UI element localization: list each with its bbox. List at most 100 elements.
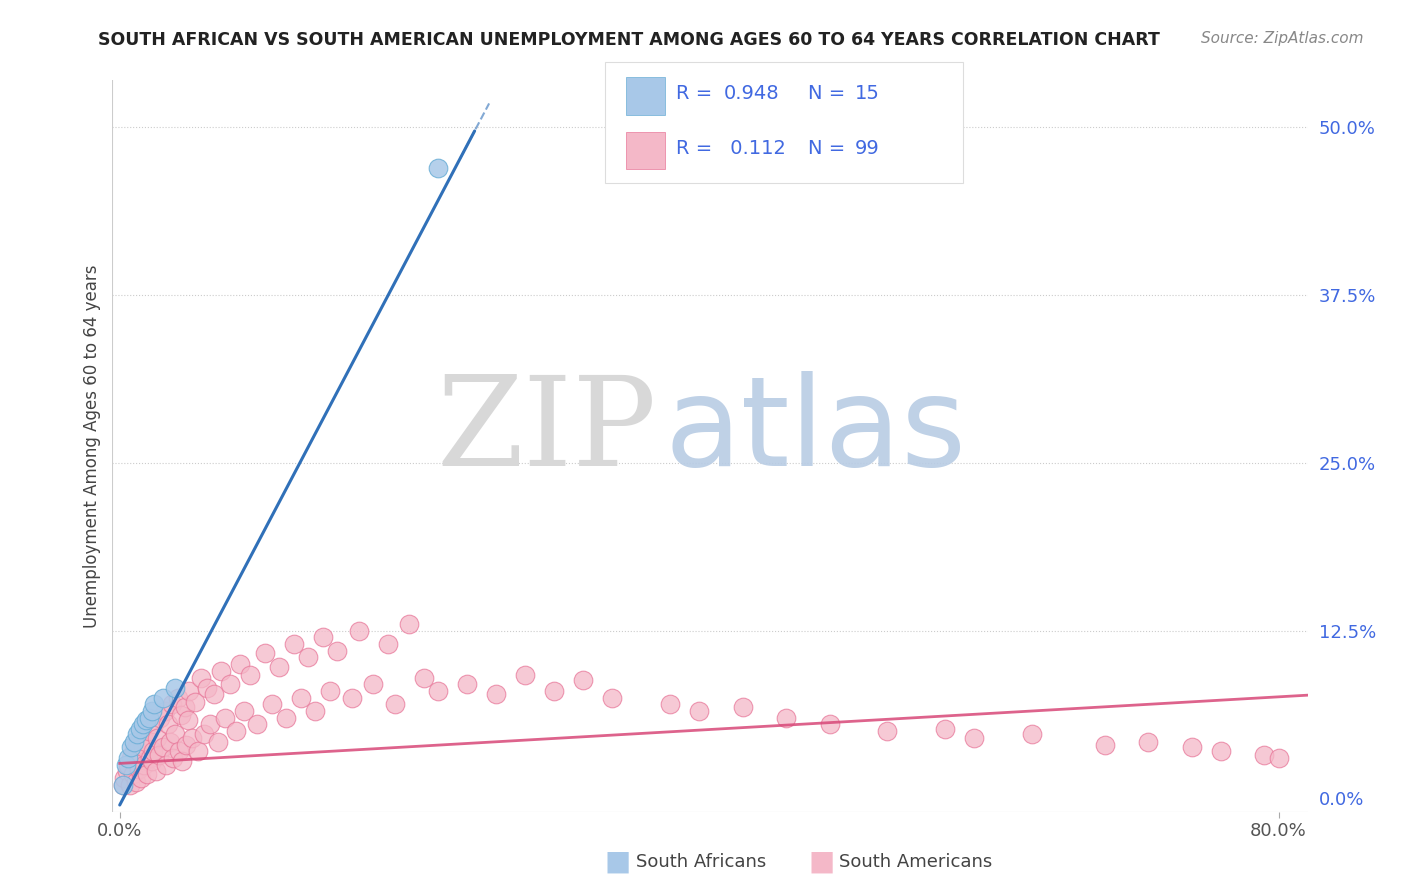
Point: [198, 717, 221, 731]
Point: [398, 616, 420, 631]
Point: [1137, 735, 1160, 749]
Point: [159, 735, 181, 749]
Point: [340, 690, 363, 705]
Point: [260, 698, 283, 712]
Point: [1181, 740, 1204, 755]
Point: [135, 735, 157, 749]
Point: [139, 751, 162, 765]
Text: ■: ■: [605, 847, 631, 876]
Point: [1209, 744, 1232, 758]
Point: [163, 727, 186, 741]
Text: R =: R =: [676, 139, 718, 158]
Point: [111, 778, 134, 792]
Point: [283, 637, 305, 651]
Point: [775, 711, 797, 725]
Point: [160, 698, 183, 712]
Point: [167, 744, 190, 758]
Point: [141, 704, 163, 718]
Point: [118, 778, 141, 792]
Point: [225, 724, 247, 739]
Point: [214, 711, 236, 725]
Point: [384, 698, 406, 712]
Text: 15: 15: [855, 84, 880, 103]
Point: [156, 717, 179, 731]
Point: [129, 731, 152, 745]
Point: [1094, 738, 1116, 752]
Y-axis label: Unemployment Among Ages 60 to 64 years: Unemployment Among Ages 60 to 64 years: [83, 264, 101, 628]
Point: [112, 771, 135, 785]
Point: [184, 695, 207, 709]
Point: [304, 704, 326, 718]
Point: [148, 748, 170, 763]
Text: atlas: atlas: [665, 371, 967, 491]
Point: [229, 657, 252, 671]
Point: [117, 757, 139, 772]
Point: [326, 643, 349, 657]
Point: [120, 751, 142, 765]
Point: [290, 690, 312, 705]
Point: [132, 717, 155, 731]
Point: [659, 698, 682, 712]
Point: [427, 684, 450, 698]
Point: [218, 677, 240, 691]
Point: [152, 690, 174, 705]
Point: [120, 740, 142, 755]
Point: [377, 637, 399, 651]
Point: [1267, 751, 1289, 765]
Point: [1253, 748, 1275, 763]
Point: [174, 700, 197, 714]
Point: [209, 664, 232, 678]
Point: [170, 754, 193, 768]
Point: [181, 731, 204, 745]
Point: [127, 738, 149, 752]
Point: [193, 727, 215, 741]
Point: [122, 735, 145, 749]
Point: [876, 724, 898, 739]
Point: [163, 681, 186, 696]
Point: [190, 671, 212, 685]
Point: [485, 687, 508, 701]
Point: [543, 684, 565, 698]
Point: [117, 751, 139, 765]
Point: [347, 624, 370, 638]
Point: [141, 754, 163, 768]
Text: ZIP: ZIP: [436, 371, 657, 491]
Point: [114, 757, 136, 772]
Point: [1021, 727, 1043, 741]
Point: [131, 771, 153, 785]
Point: [111, 778, 134, 792]
Point: [267, 660, 290, 674]
Point: [121, 767, 143, 781]
Point: [155, 757, 177, 772]
Point: [153, 704, 176, 718]
Point: [179, 684, 201, 698]
Point: [122, 744, 145, 758]
Text: SOUTH AFRICAN VS SOUTH AMERICAN UNEMPLOYMENT AMONG AGES 60 TO 64 YEARS CORRELATI: SOUTH AFRICAN VS SOUTH AMERICAN UNEMPLOY…: [98, 31, 1160, 49]
Point: [413, 671, 436, 685]
Point: [688, 704, 710, 718]
Point: [145, 764, 167, 779]
Text: N =: N =: [808, 84, 852, 103]
Point: [934, 722, 956, 736]
Text: N =: N =: [808, 139, 852, 158]
Point: [456, 677, 478, 691]
Point: [818, 717, 841, 731]
Point: [124, 775, 146, 789]
Point: [202, 687, 225, 701]
Point: [276, 711, 298, 725]
Point: [319, 684, 342, 698]
Point: [515, 668, 537, 682]
Point: [166, 690, 188, 705]
Point: [136, 767, 159, 781]
Point: [239, 668, 262, 682]
Point: [138, 724, 160, 739]
Text: 0.948: 0.948: [724, 84, 780, 103]
Point: [142, 744, 165, 758]
Point: [246, 717, 269, 731]
Text: South Americans: South Americans: [839, 853, 993, 871]
Point: [253, 646, 276, 660]
Point: [427, 161, 450, 175]
Point: [195, 681, 218, 696]
Point: [207, 735, 229, 749]
Point: [135, 714, 157, 728]
